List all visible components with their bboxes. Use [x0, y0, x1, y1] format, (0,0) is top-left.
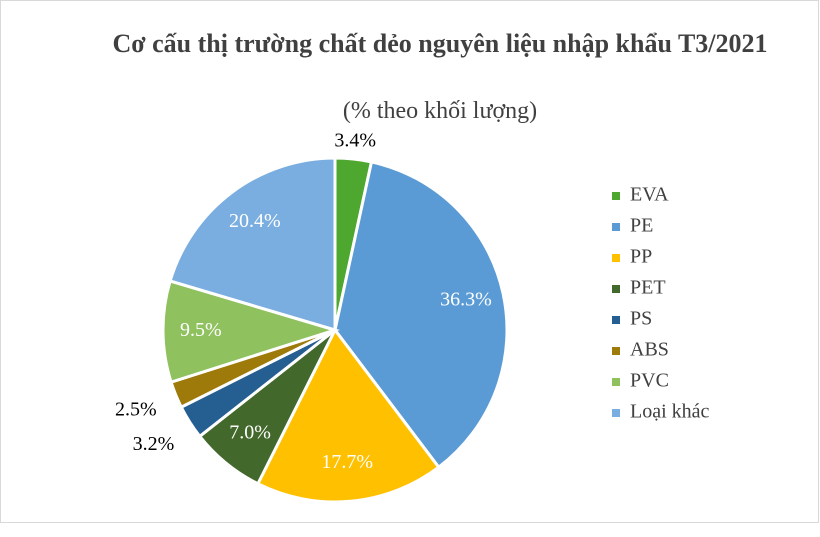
data-label: 20.4% — [229, 210, 281, 232]
legend-label: PE — [630, 215, 653, 237]
data-label: 2.5% — [115, 399, 157, 421]
legend-label: PP — [630, 246, 652, 268]
data-label: 3.4% — [334, 129, 376, 151]
legend-label: EVA — [630, 184, 669, 206]
pie-slice — [168, 156, 337, 333]
legend-swatch — [612, 316, 620, 324]
legend-swatch — [612, 285, 620, 293]
data-label: 17.7% — [321, 451, 373, 473]
chart-subtitle: (% theo khối lượng) — [342, 98, 538, 124]
legend-label: PS — [630, 308, 652, 330]
legend-swatch — [612, 409, 620, 417]
pie-slice — [333, 160, 509, 470]
chart-border — [0, 0, 819, 523]
legend-label: PET — [630, 277, 666, 299]
pie-slice — [161, 279, 341, 385]
legend-label: PVC — [630, 370, 669, 392]
pie-slice — [255, 327, 441, 504]
legend-swatch — [612, 378, 620, 386]
chart-title: Cơ cấu thị trường chất dẻo nguyên liệu n… — [112, 29, 768, 58]
legend-swatch — [612, 223, 620, 231]
data-label: 7.0% — [229, 422, 271, 444]
legend-label: Loại khác — [630, 401, 710, 423]
data-label: 36.3% — [440, 289, 492, 311]
legend-swatch — [612, 347, 620, 355]
data-label: 3.2% — [133, 433, 175, 455]
legend-label: ABS — [630, 339, 669, 361]
legend-swatch — [612, 192, 620, 200]
legend-swatch — [612, 254, 620, 262]
data-label: 9.5% — [180, 319, 222, 341]
